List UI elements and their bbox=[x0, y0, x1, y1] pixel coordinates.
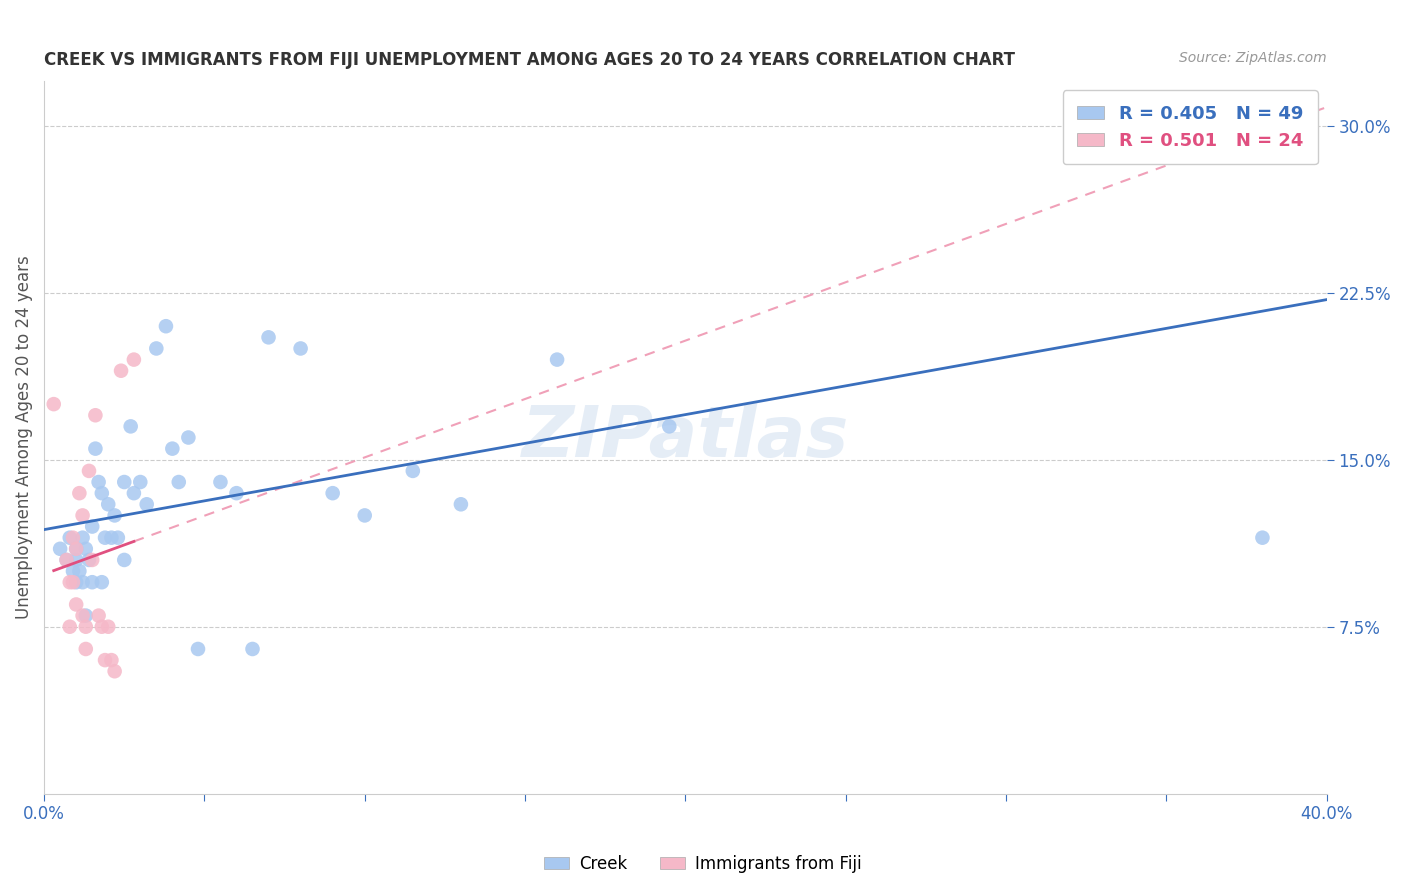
Point bbox=[72, 575, 94, 590]
Point bbox=[67, 486, 90, 500]
Text: CREEK VS IMMIGRANTS FROM FIJI UNEMPLOYMENT AMONG AGES 20 TO 24 YEARS CORRELATION: CREEK VS IMMIGRANTS FROM FIJI UNEMPLOYME… bbox=[44, 51, 1015, 69]
Legend: Creek, Immigrants from Fiji: Creek, Immigrants from Fiji bbox=[537, 848, 869, 880]
Point bbox=[135, 497, 157, 511]
Point bbox=[77, 464, 100, 478]
Point bbox=[104, 665, 127, 679]
Point bbox=[187, 642, 209, 657]
Point bbox=[155, 319, 177, 334]
Point bbox=[59, 620, 82, 634]
Point bbox=[167, 475, 190, 489]
Point bbox=[72, 531, 94, 545]
Point bbox=[129, 475, 152, 489]
Point bbox=[110, 364, 132, 378]
Point bbox=[97, 497, 120, 511]
Point bbox=[77, 553, 100, 567]
Point bbox=[55, 553, 77, 567]
Point bbox=[177, 430, 200, 444]
Point bbox=[87, 475, 110, 489]
Point bbox=[82, 553, 104, 567]
Point bbox=[82, 575, 104, 590]
Point bbox=[75, 608, 97, 623]
Point bbox=[62, 531, 84, 545]
Point bbox=[322, 486, 344, 500]
Point bbox=[107, 531, 129, 545]
Point bbox=[122, 486, 145, 500]
Point bbox=[94, 531, 117, 545]
Point bbox=[450, 497, 472, 511]
Point bbox=[120, 419, 142, 434]
Point bbox=[65, 553, 87, 567]
Point bbox=[75, 642, 97, 657]
Point bbox=[1251, 531, 1274, 545]
Point bbox=[209, 475, 232, 489]
Point bbox=[225, 486, 247, 500]
Point bbox=[42, 397, 65, 411]
Point bbox=[65, 541, 87, 556]
Text: ZIPatlas: ZIPatlas bbox=[522, 403, 849, 472]
Legend: R = 0.405   N = 49, R = 0.501   N = 24: R = 0.405 N = 49, R = 0.501 N = 24 bbox=[1063, 90, 1317, 164]
Point bbox=[546, 352, 568, 367]
Y-axis label: Unemployment Among Ages 20 to 24 years: Unemployment Among Ages 20 to 24 years bbox=[15, 256, 32, 619]
Point bbox=[59, 575, 82, 590]
Point bbox=[65, 598, 87, 612]
Point bbox=[84, 409, 107, 423]
Point bbox=[94, 653, 117, 667]
Point bbox=[100, 653, 122, 667]
Point bbox=[87, 608, 110, 623]
Point bbox=[658, 419, 681, 434]
Point bbox=[75, 541, 97, 556]
Point bbox=[72, 608, 94, 623]
Point bbox=[122, 352, 145, 367]
Point bbox=[100, 531, 122, 545]
Point bbox=[257, 330, 280, 344]
Point bbox=[49, 541, 72, 556]
Point bbox=[72, 508, 94, 523]
Point bbox=[62, 575, 84, 590]
Point bbox=[82, 519, 104, 533]
Point bbox=[90, 620, 112, 634]
Point bbox=[90, 575, 112, 590]
Point bbox=[242, 642, 264, 657]
Point bbox=[290, 342, 312, 356]
Point bbox=[1091, 130, 1114, 145]
Point bbox=[97, 620, 120, 634]
Point bbox=[90, 486, 112, 500]
Point bbox=[104, 508, 127, 523]
Point bbox=[353, 508, 375, 523]
Point bbox=[59, 531, 82, 545]
Point bbox=[55, 553, 77, 567]
Point bbox=[65, 575, 87, 590]
Point bbox=[62, 564, 84, 578]
Text: Source: ZipAtlas.com: Source: ZipAtlas.com bbox=[1180, 51, 1327, 65]
Point bbox=[402, 464, 425, 478]
Point bbox=[65, 541, 87, 556]
Point bbox=[162, 442, 184, 456]
Point bbox=[112, 475, 135, 489]
Point bbox=[75, 620, 97, 634]
Point bbox=[84, 442, 107, 456]
Point bbox=[145, 342, 167, 356]
Point bbox=[112, 553, 135, 567]
Point bbox=[67, 564, 90, 578]
